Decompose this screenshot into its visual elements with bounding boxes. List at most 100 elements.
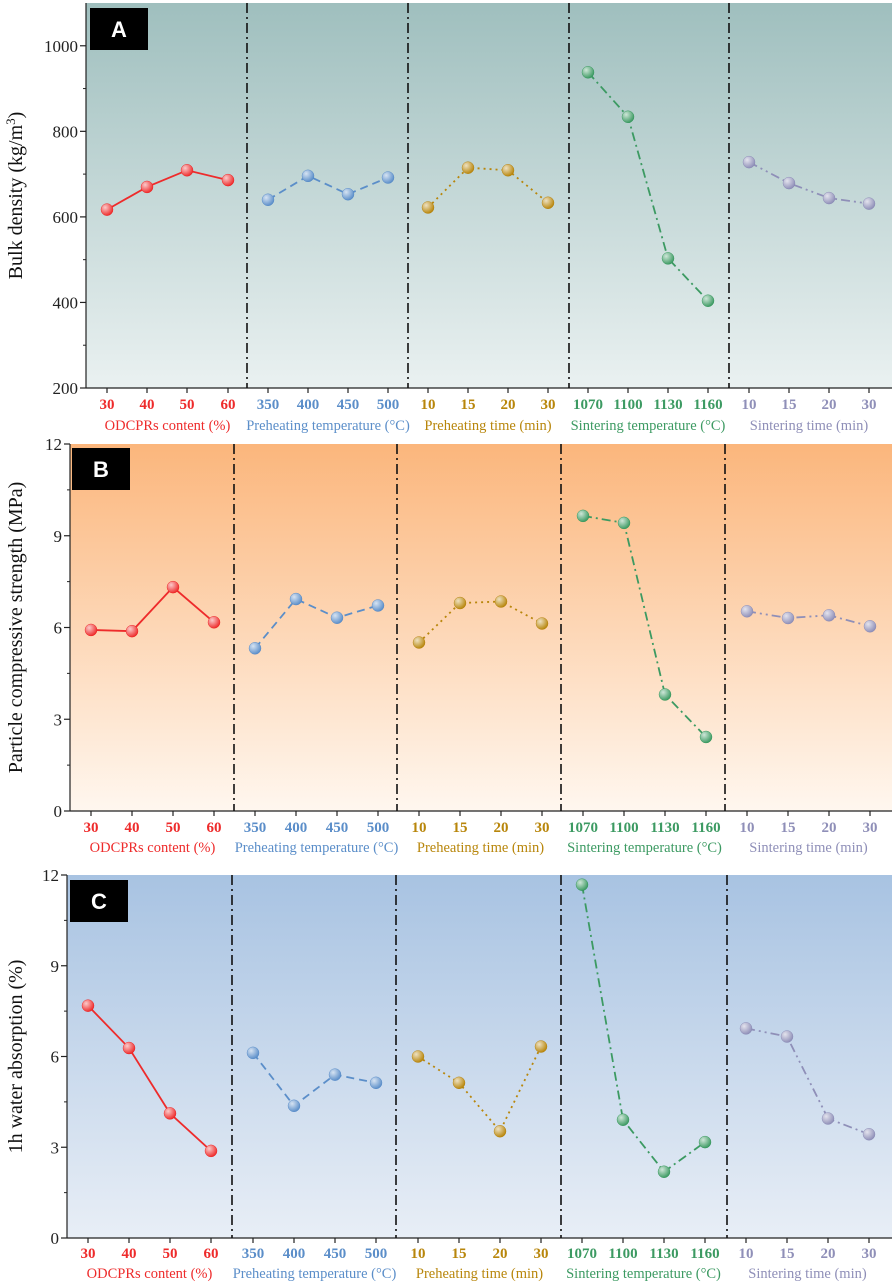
panel-a-y-tick-label: 200: [53, 379, 79, 398]
panel-a-plot-area: [86, 3, 892, 388]
panel-a-y-tick-label: 600: [53, 208, 79, 227]
panel-b-group-name: Preheating temperature (°C): [235, 840, 399, 856]
panel-b-x-tick-label: 10: [740, 820, 755, 836]
panel-c-data-point: [204, 1144, 218, 1158]
panel-a-x-tick-label: 30: [541, 397, 556, 413]
panel-b-y-label: Particle compressive strength (MPa): [5, 482, 27, 774]
panel-a-data-point: [501, 164, 515, 177]
panel-a-series-4: 1070 1100 1130 1160 Sintering temperature (°…: [571, 66, 726, 434]
panel-c-y-tick-label: 3: [51, 1138, 60, 1157]
panel-c-series-line: [745, 1027, 870, 1136]
panel-b-x-tick-label: 50: [166, 820, 181, 836]
panel-b-plot-area: [70, 444, 892, 811]
panel-a-x-tick-label: 15: [782, 397, 797, 413]
panel-b-data-point: [453, 596, 467, 610]
panel-a-chart: 200 400 600 800 1000 Bulk density (kg/m3) A 30 4…: [3, 3, 892, 434]
panel-a-x-tick-label: 400: [297, 397, 320, 413]
panel-a-data-point: [581, 66, 595, 79]
panel-c-y-tick-label: 0: [51, 1229, 60, 1248]
panel-b-x-tick-label: 30: [863, 820, 878, 836]
panel-b-group-name: ODCPRs content (%): [90, 840, 216, 856]
panel-c-series-1: 30 40 50 60 ODCPRs content (%): [81, 999, 219, 1282]
panel-b-y-tick-label: 0: [54, 802, 63, 821]
panel-b-x-tick-label: 1160: [691, 820, 720, 836]
panel-a-y-tick-label: 400: [53, 293, 79, 312]
panel-b-data-point: [494, 595, 508, 608]
panel-c-x-tick-label: 500: [365, 1246, 388, 1262]
panel-a-series-5: 10 15 20 30 Sintering time (min): [742, 155, 877, 434]
panel-a-x-tick-label: 500: [377, 397, 400, 413]
panel-a-y-label: Bulk density (kg/m3): [3, 112, 27, 280]
panel-c-x-tick-label: 1070: [567, 1246, 597, 1262]
panel-a-series-2: 350 400 450 500 Preheating temperature (°C): [246, 169, 410, 434]
panel-c-data-point: [81, 999, 95, 1012]
panel-c-group-name: ODCPRs content (%): [87, 1266, 213, 1282]
panel-b-data-point: [412, 636, 426, 649]
panel-b-group-name: Sintering time (min): [749, 840, 868, 856]
panel-b-data-point: [863, 620, 877, 633]
panel-a-data-point: [100, 203, 114, 216]
panel-c-y-label: 1h water absorption (%): [5, 960, 27, 1154]
panel-a-x-tick-label: 1130: [653, 397, 682, 413]
panel-c-series-3: 10 15 20 30 Preheating time (min): [411, 1040, 549, 1282]
panel-c-data-point: [122, 1041, 136, 1055]
panel-c-series-line: [252, 1052, 377, 1108]
panel-a-y-tick-label: 1000: [44, 37, 78, 56]
panel-c-x-tick-label: 30: [534, 1246, 549, 1262]
panel-c-x-tick-label: 1100: [608, 1246, 637, 1262]
panel-a-series-line: [587, 71, 709, 302]
panel-b-data-point: [166, 580, 180, 594]
panel-c-x-tick-label: 15: [780, 1246, 795, 1262]
panel-c-x-tick-label: 400: [283, 1246, 306, 1262]
panel-b-label: B: [93, 457, 109, 482]
panel-b-data-point: [781, 611, 795, 625]
panel-a-data-point: [381, 171, 395, 184]
panel-b-data-point: [330, 611, 344, 624]
panel-c-label-box: [70, 880, 128, 922]
panel-b-y-tick-label: 12: [45, 435, 62, 454]
panel-b-data-point: [248, 642, 262, 655]
panel-a-x-tick-label: 20: [501, 397, 516, 413]
panel-c-data-point: [246, 1046, 260, 1060]
panel-b-data-point: [822, 609, 836, 622]
panel-a-group-name: Preheating temperature (°C): [246, 418, 410, 434]
panel-c-data-point: [780, 1030, 794, 1043]
panel-b-group-name: Preheating time (min): [417, 840, 544, 856]
panel-c-data-point: [534, 1040, 548, 1053]
panel-b-x-tick-label: 350: [244, 820, 267, 836]
panel-c-x-tick-label: 30: [81, 1246, 96, 1262]
panel-a-data-point: [341, 188, 355, 201]
panel-b-x-tick-label: 500: [367, 820, 390, 836]
panel-b-data-point: [740, 605, 754, 618]
panel-c-series-line: [581, 884, 706, 1173]
panel-b-data-point: [125, 624, 139, 638]
panel-b-x-tick-label: 30: [535, 820, 550, 836]
panel-a-data-point: [701, 294, 715, 307]
panel-b-data-point: [289, 592, 303, 606]
panel-a-data-point: [180, 164, 194, 177]
panel-c-series-line: [417, 1046, 542, 1133]
panel-c-y-tick-label: 6: [51, 1048, 60, 1067]
panel-a-series-line: [748, 161, 870, 205]
panel-c-data-point: [163, 1107, 177, 1120]
panel-a-data-point: [140, 180, 154, 194]
panel-b-series-3: 10 15 20 30 Preheating time (min): [412, 595, 550, 856]
panel-b-data-point: [617, 516, 631, 530]
panel-b-x-tick-label: 10: [412, 820, 427, 836]
panel-b-x-tick-label: 1070: [568, 820, 598, 836]
panel-a-x-tick-label: 20: [822, 397, 837, 413]
panel-a-x-tick-label: 10: [421, 397, 436, 413]
panel-c-group-name: Sintering time (min): [748, 1266, 867, 1282]
panel-c-data-point: [411, 1050, 425, 1063]
panel-c-x-tick-label: 50: [163, 1246, 178, 1262]
panel-b-x-tick-label: 30: [84, 820, 99, 836]
panel-a-label: A: [111, 17, 127, 42]
panel-c-data-point: [616, 1113, 630, 1126]
panel-c-series-5: 10 15 20 30 Sintering time (min): [739, 1022, 877, 1282]
panel-a-x-tick-label: 1160: [693, 397, 722, 413]
panel-b-x-tick-label: 400: [285, 820, 308, 836]
panel-c-series-2: 350 400 450 500 Preheating temperature (°C): [233, 1046, 396, 1282]
panel-c-y-tick-label: 12: [42, 866, 59, 885]
panel-c-data-point: [287, 1099, 301, 1113]
